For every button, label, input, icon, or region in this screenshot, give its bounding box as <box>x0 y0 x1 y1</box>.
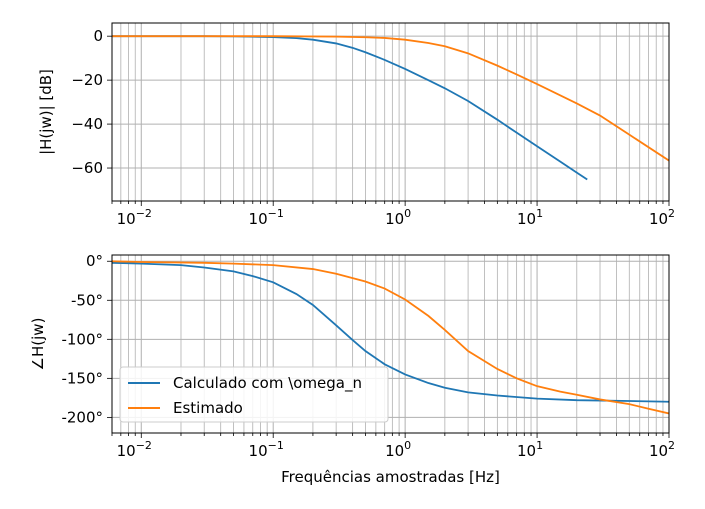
phase-ylabel: ∠H(jw) <box>29 318 47 371</box>
series-calculado-line <box>112 261 669 403</box>
phase-lines <box>112 260 669 415</box>
magnitude-lines <box>112 35 669 181</box>
y-tick-label: 0 <box>93 27 103 45</box>
y-tick-label: 0° <box>86 252 103 270</box>
y-tick-label: −60 <box>71 159 103 177</box>
legend-box <box>119 366 389 423</box>
series-estimado-line <box>112 260 669 415</box>
phase-xlabel: Frequências amostradas [Hz] <box>281 468 500 486</box>
series-estimado-line <box>112 35 669 162</box>
phase-axes-frame <box>111 254 670 434</box>
magnitude-grid <box>111 23 670 201</box>
legend: Calculado com \omega_n Estimado <box>119 366 389 423</box>
magnitude-axes-frame <box>111 22 670 202</box>
y-tick-label: -150° <box>61 369 103 387</box>
phase-grid <box>111 255 670 433</box>
y-tick-label: -200° <box>61 408 103 426</box>
magnitude-ylabel: |H(jw)| [dB] <box>37 69 55 155</box>
y-tick-label: -100° <box>61 330 103 348</box>
legend-label-calculado: Calculado com \omega_n <box>173 374 362 393</box>
legend-label-estimado: Estimado <box>173 399 243 417</box>
y-tick-label: −20 <box>71 71 103 89</box>
y-tick-label: -50° <box>71 291 103 309</box>
y-tick-label: −40 <box>71 115 103 133</box>
